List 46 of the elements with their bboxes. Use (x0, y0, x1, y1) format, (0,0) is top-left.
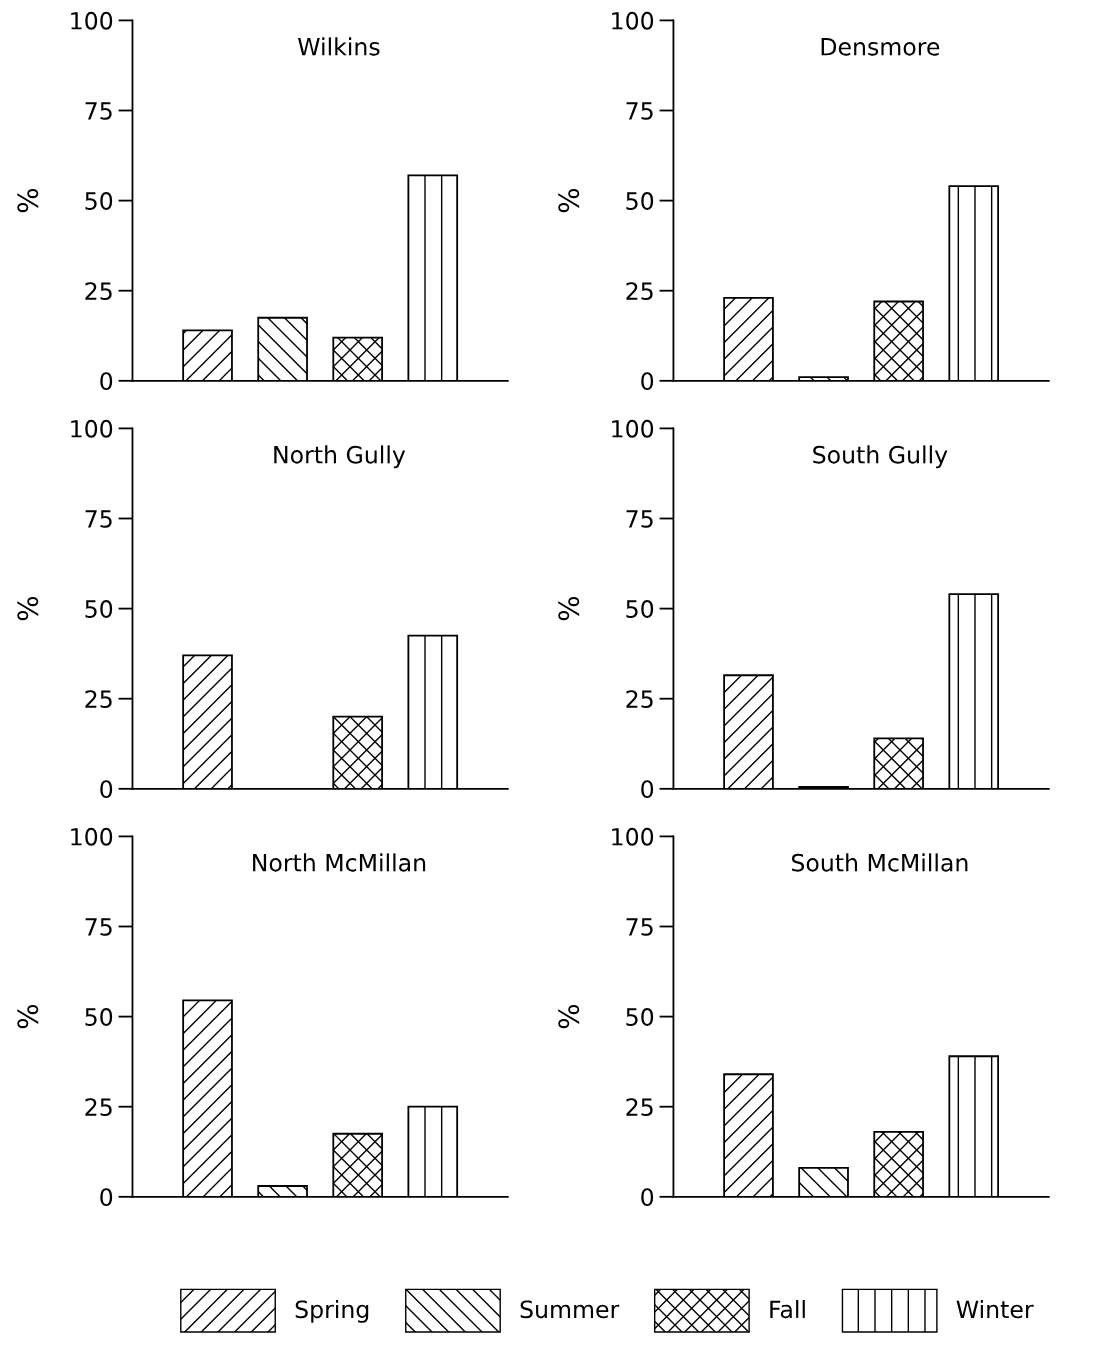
y-axis-title: % (558, 1004, 580, 1029)
y-tick-label: 0 (641, 780, 654, 799)
text: North Gully (274, 445, 406, 469)
y-tick-label: 25 (626, 282, 653, 301)
y-tick-label: 50 (626, 1008, 654, 1026)
y-tick-label: 25 (626, 690, 653, 709)
y-tick-label: 25 (85, 282, 112, 301)
y-tick-label: 100 (71, 11, 113, 30)
y-axis-title: % (17, 596, 39, 621)
y-tick-label: 25 (85, 690, 112, 709)
y-tick-label: 25 (85, 1098, 112, 1117)
y-axis-title: % (17, 1004, 39, 1029)
y-tick-label: 25 (626, 1098, 653, 1117)
text: North McMillan (253, 853, 426, 872)
y-tick-label: 75 (626, 510, 653, 528)
y-tick-label: 0 (100, 372, 113, 391)
text: South Gully (813, 445, 948, 469)
y-tick-label: 100 (612, 11, 654, 30)
y-tick-label: 0 (100, 1188, 113, 1207)
y-tick-label: 100 (612, 827, 654, 846)
y-tick-label: 50 (626, 600, 654, 618)
y-tick-label: 75 (626, 918, 653, 936)
y-tick-label: 75 (85, 102, 112, 120)
y-tick-label: 100 (71, 827, 113, 846)
y-tick-label: 0 (641, 372, 654, 391)
text: South McMillan (791, 853, 968, 872)
y-tick-label: 100 (71, 419, 113, 438)
y-tick-label: 100 (612, 419, 654, 438)
y-tick-label: 75 (85, 510, 112, 528)
legend-label: Winter (956, 1299, 1034, 1319)
y-axis-title: % (558, 596, 580, 621)
y-axis-title: % (558, 188, 580, 213)
legend-label: Summer (520, 1300, 620, 1319)
y-tick-label: 50 (85, 192, 113, 210)
y-tick-label: 75 (626, 102, 653, 120)
y-tick-label: 0 (641, 1188, 654, 1207)
y-tick-label: 75 (85, 918, 112, 936)
y-axis-title: % (17, 188, 39, 213)
y-tick-label: 50 (626, 192, 654, 210)
text: Wilkins (298, 37, 380, 56)
text: Densmore (821, 38, 940, 56)
y-tick-label: 50 (85, 600, 113, 618)
y-tick-label: 50 (85, 1008, 113, 1026)
legend-label: Fall (770, 1299, 805, 1319)
y-tick-label: 0 (100, 780, 113, 799)
legend-label: Spring (295, 1299, 369, 1323)
